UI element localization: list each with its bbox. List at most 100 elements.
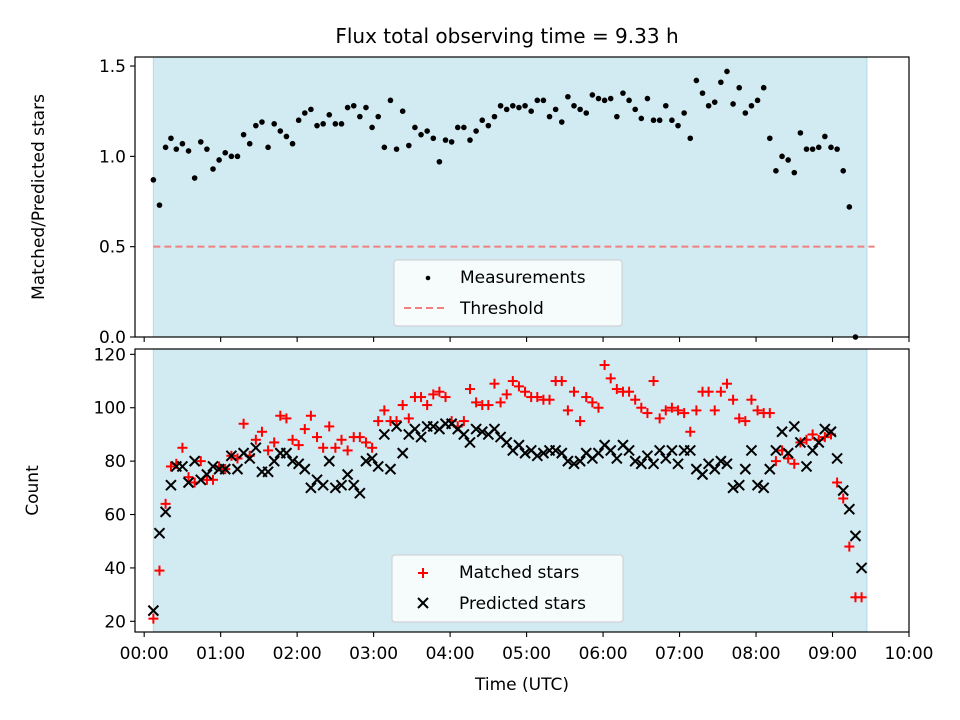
measurement-point xyxy=(271,121,277,127)
measurement-point xyxy=(595,95,602,102)
measurement-point xyxy=(430,135,437,142)
measurement-point xyxy=(162,144,169,151)
predicted-star-point xyxy=(268,455,280,467)
predicted-star-point xyxy=(672,458,684,470)
matched-star-point xyxy=(373,416,384,427)
matched-star-point xyxy=(544,394,555,405)
x-tick-label: 05:00 xyxy=(502,644,551,664)
measurement-point xyxy=(436,158,443,165)
predicted-star-point xyxy=(390,420,403,433)
matched-star-point xyxy=(746,394,757,405)
matched-star-point xyxy=(208,474,219,485)
predicted-star-point xyxy=(262,466,274,478)
predicted-star-point xyxy=(427,420,439,433)
predicted-star-point xyxy=(159,506,172,518)
measurement-point xyxy=(675,122,681,129)
measurement-point xyxy=(650,117,657,124)
predicted-star-point xyxy=(794,436,807,449)
matched-star-point xyxy=(250,434,261,445)
matched-star-point xyxy=(416,392,427,403)
matched-star-point xyxy=(324,421,335,432)
matched-stars-points xyxy=(148,360,867,624)
top-axes-frame xyxy=(134,56,910,338)
legend-predicted-label: Predicted stars xyxy=(459,594,586,614)
predicted-star-point xyxy=(843,503,856,515)
measurement-point xyxy=(418,131,424,138)
measurement-point xyxy=(479,117,486,124)
predicted-star-point xyxy=(788,420,800,433)
measurement-point xyxy=(662,102,669,109)
measurement-point xyxy=(528,108,534,114)
matched-star-point xyxy=(709,405,720,416)
measurement-point xyxy=(399,108,406,114)
measurement-point xyxy=(736,84,743,91)
matched-star-point xyxy=(721,378,732,389)
measurement-point xyxy=(228,153,235,160)
predicted-star-point xyxy=(188,455,201,467)
predicted-star-point xyxy=(165,479,177,491)
measurement-point xyxy=(357,113,363,120)
measurement-point xyxy=(424,128,430,134)
predicted-star-point xyxy=(317,479,329,491)
matched-star-point xyxy=(636,402,647,413)
measurement-point xyxy=(350,102,357,109)
y-tick-label: 0.5 xyxy=(99,238,126,258)
measurement-point xyxy=(803,146,810,152)
measurement-point xyxy=(767,135,773,142)
measurement-point xyxy=(834,146,840,152)
measurement-point xyxy=(638,115,645,122)
predicted-star-point xyxy=(653,444,666,457)
predicted-star-point xyxy=(757,482,770,494)
predicted-star-point xyxy=(341,468,354,481)
measurement-point xyxy=(773,168,779,174)
predicted-star-point xyxy=(641,450,654,462)
matched-star-point xyxy=(299,424,310,435)
predicted-star-point xyxy=(806,444,819,457)
measurement-point xyxy=(173,146,180,152)
measurement-point xyxy=(534,97,541,104)
measurement-point xyxy=(393,146,400,152)
matched-star-point xyxy=(575,416,586,427)
x-tick-label: 02:00 xyxy=(273,644,322,664)
measurement-point xyxy=(516,104,522,111)
predicted-star-point xyxy=(574,455,586,467)
predicted-star-point xyxy=(231,463,244,475)
measurement-point xyxy=(265,144,271,151)
measurement-point xyxy=(150,177,157,183)
measurement-point xyxy=(156,202,163,208)
predicted-star-point xyxy=(556,447,568,459)
measurement-point xyxy=(791,169,798,176)
x-tick-label: 06:00 xyxy=(579,644,628,664)
legend-threshold-label: Threshold xyxy=(459,299,544,319)
legend-matched-label: Matched stars xyxy=(459,563,579,583)
predicted-star-point xyxy=(323,455,335,467)
predicted-star-point xyxy=(299,463,311,475)
predicted-star-point xyxy=(470,423,482,435)
predicted-star-point xyxy=(488,423,501,435)
measurement-point xyxy=(822,133,828,140)
matched-star-point xyxy=(673,405,684,416)
matched-star-point xyxy=(391,416,402,427)
y-tick-label: 20 xyxy=(104,612,126,632)
measurement-point xyxy=(326,112,333,118)
predicted-star-point xyxy=(629,455,641,467)
y-tick-label: 1.0 xyxy=(99,147,126,167)
y-tick-label: 40 xyxy=(104,559,126,579)
predicted-star-point xyxy=(250,442,262,454)
measurement-point xyxy=(485,122,492,129)
measurement-point xyxy=(724,68,730,75)
measurement-point xyxy=(308,106,314,113)
matched-star-point xyxy=(305,410,316,421)
measurement-point xyxy=(320,121,326,127)
matched-star-point xyxy=(648,376,659,387)
matched-star-point xyxy=(807,429,818,440)
predicted-star-point xyxy=(519,447,531,459)
matched-star-point xyxy=(581,392,592,403)
predicted-star-point xyxy=(751,479,764,491)
matched-star-point xyxy=(312,432,323,443)
matched-star-point xyxy=(148,613,159,624)
predicted-star-point xyxy=(280,447,293,459)
y-tick-label: 1.5 xyxy=(99,57,126,77)
matched-star-point xyxy=(458,416,469,427)
predicted-star-point xyxy=(182,476,195,489)
